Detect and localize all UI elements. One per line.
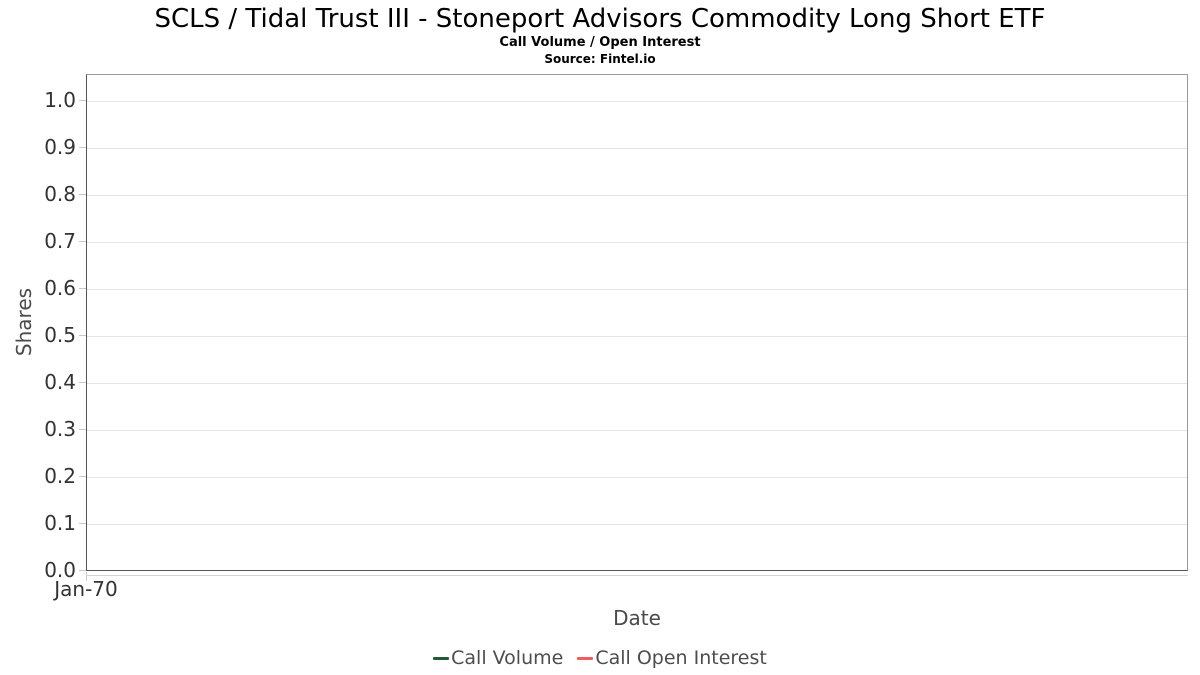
legend-item-call-volume[interactable]: Call Volume xyxy=(433,647,563,669)
chart-title: SCLS / Tidal Trust III - Stoneport Advis… xyxy=(154,4,1046,34)
gridline xyxy=(87,195,1187,196)
gridline xyxy=(87,336,1187,337)
chart-source: Source: Fintel.io xyxy=(544,52,656,66)
y-tick-label: 0.1 xyxy=(44,511,76,535)
legend-line-swatch xyxy=(433,656,450,660)
gridline xyxy=(87,430,1187,431)
y-tick-label: 0.5 xyxy=(44,323,76,347)
y-tick-mark xyxy=(79,429,86,430)
y-tick-mark xyxy=(79,241,86,242)
y-tick-label: 0.6 xyxy=(44,276,76,300)
y-tick-mark xyxy=(79,100,86,101)
legend-item-call-open-interest[interactable]: Call Open Interest xyxy=(577,647,767,669)
y-tick-label: 0.9 xyxy=(44,135,76,159)
y-tick-mark xyxy=(79,147,86,148)
y-tick-label: 0.7 xyxy=(44,229,76,253)
gridline xyxy=(87,101,1187,102)
y-tick-label: 0.0 xyxy=(44,558,76,582)
x-tick-mark xyxy=(86,572,87,581)
legend-label: Call Volume xyxy=(451,647,564,669)
x-axis-line xyxy=(86,575,1188,576)
y-tick-label: 1.0 xyxy=(44,88,76,112)
gridline xyxy=(87,477,1187,478)
y-tick-mark xyxy=(79,288,86,289)
x-tick-label: Jan-70 xyxy=(54,577,118,601)
legend: Call Volume Call Open Interest xyxy=(0,647,1200,669)
gridline xyxy=(87,383,1187,384)
legend-line-swatch xyxy=(577,656,594,660)
y-tick-label: 0.4 xyxy=(44,370,76,394)
y-tick-mark xyxy=(79,194,86,195)
legend-label: Call Open Interest xyxy=(595,647,767,669)
y-tick-mark xyxy=(79,570,86,571)
y-tick-label: 0.3 xyxy=(44,417,76,441)
y-tick-mark xyxy=(79,523,86,524)
gridline xyxy=(87,242,1187,243)
y-tick-label: 0.2 xyxy=(44,464,76,488)
x-axis-title: Date xyxy=(613,606,661,630)
y-tick-mark xyxy=(79,335,86,336)
y-tick-mark xyxy=(79,476,86,477)
plot-area xyxy=(86,74,1188,571)
y-tick-mark xyxy=(79,382,86,383)
gridline xyxy=(87,524,1187,525)
gridline xyxy=(87,289,1187,290)
gridline xyxy=(87,148,1187,149)
y-tick-label: 0.8 xyxy=(44,182,76,206)
chart-subtitle: Call Volume / Open Interest xyxy=(499,35,701,50)
